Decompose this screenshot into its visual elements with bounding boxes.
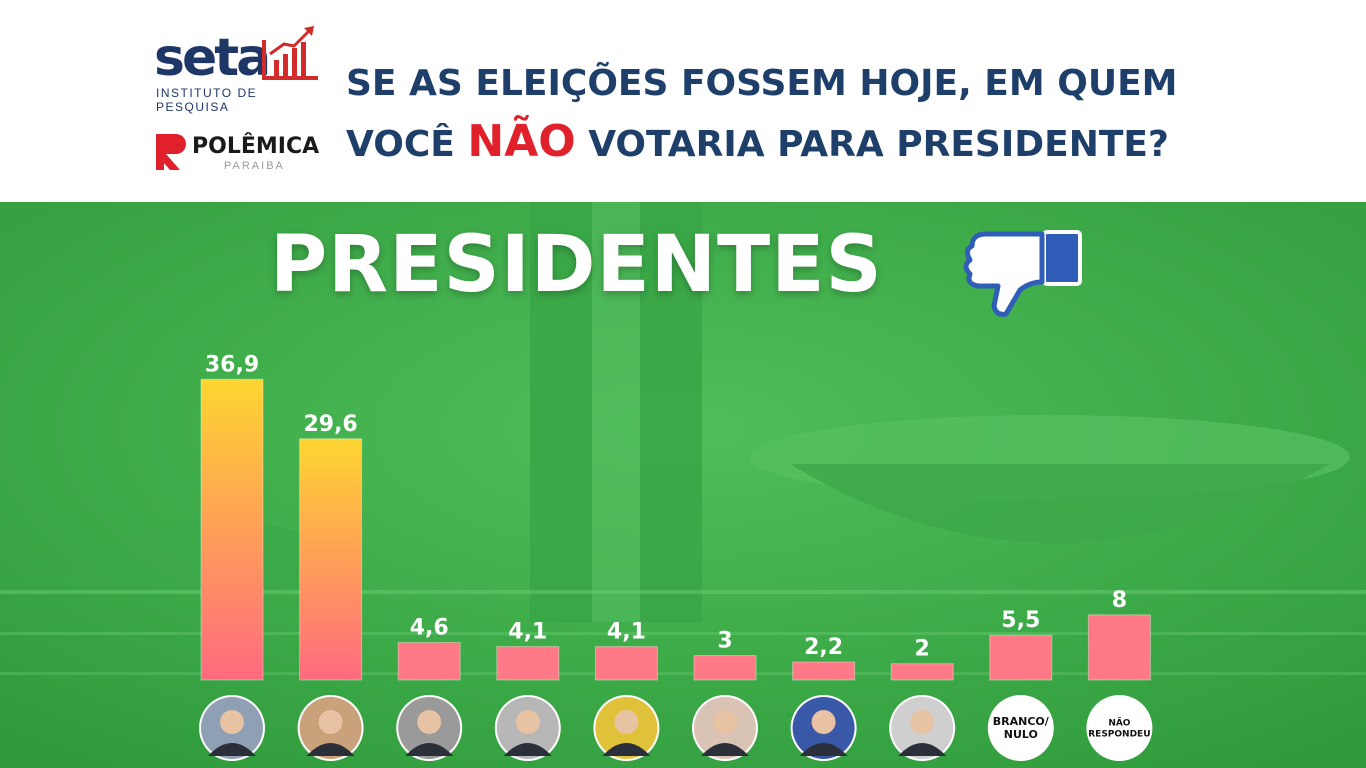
bar — [792, 661, 856, 681]
bar — [693, 655, 757, 681]
suit-shape — [602, 743, 651, 756]
marker-circle — [987, 695, 1054, 761]
suit-shape — [701, 743, 749, 756]
question-highlight: NÃO — [467, 116, 576, 167]
candidate-photo — [396, 695, 463, 761]
category-label-circle: NÃO RESPONDEU — [1086, 695, 1153, 761]
candidate-photo — [199, 695, 265, 761]
bar-value-label: 4,1 — [607, 620, 646, 645]
marker-circle — [1086, 695, 1153, 761]
face-shape — [515, 710, 540, 734]
bar-value-label: 5,5 — [1001, 608, 1040, 633]
question-line-2: VOCÊ NÃO VOTARIA PARA PRESIDENTE? — [346, 113, 1326, 174]
category-label-circle: BRANCO/NULO — [987, 695, 1054, 761]
seta-wordmark: seta — [154, 28, 271, 88]
bar — [1087, 614, 1151, 681]
candidate-photo — [593, 695, 660, 761]
bar-chart-logo-icon — [262, 26, 318, 80]
question-line-1: SE AS ELEIÇÕES FOSSEM HOJE, EM QUEM — [346, 63, 1178, 104]
bar-chart: 36,9 29,6 4,6 4,1 4,1 3 2,2 2 5,5 8 BRANCO/NULO NÃ… — [199, 352, 1153, 761]
face-shape — [811, 710, 836, 734]
face-shape — [910, 710, 935, 734]
bar — [890, 663, 954, 681]
bar-value-label: 2,2 — [804, 635, 843, 660]
bar — [989, 634, 1053, 681]
face-shape — [220, 710, 244, 734]
face-shape — [417, 710, 442, 734]
chart-area: PRESIDENTES 36,9 29,6 4,6 4,1 4,1 3 2,2 2 5,5 8 B… — [0, 202, 1366, 768]
candidate-photo — [692, 695, 758, 761]
bar-value-label: 29,6 — [303, 412, 357, 437]
bar — [200, 378, 264, 681]
category-label: BRANCO/NULO — [993, 715, 1050, 741]
bar — [299, 438, 363, 681]
candidate-photo — [889, 695, 956, 761]
question-line-2-post: VOTARIA PARA PRESIDENTE? — [575, 124, 1169, 165]
bar-value-label: 4,6 — [410, 616, 449, 641]
thumbs-down-icon — [963, 230, 1082, 317]
suit-shape — [898, 743, 947, 756]
bar-value-label: 2 — [915, 637, 930, 662]
polemica-logo: POLÊMICA PARAIBA — [150, 128, 330, 178]
candidate-photo — [297, 695, 364, 761]
face-shape — [318, 710, 343, 734]
polemica-mark-icon — [156, 134, 186, 170]
bar-value-label: 8 — [1112, 588, 1127, 613]
bar — [594, 646, 658, 681]
face-shape — [614, 710, 639, 734]
bar-value-label: 36,9 — [205, 352, 259, 377]
candidate-photo — [494, 695, 561, 761]
bar-value-label: 4,1 — [508, 620, 547, 645]
header: seta INSTITUTO DE PESQUISA POLÊMICA PARA… — [0, 0, 1366, 202]
seta-subtitle: INSTITUTO DE PESQUISA — [156, 86, 258, 114]
poll-question: SE AS ELEIÇÕES FOSSEM HOJE, EM QUEM VOCÊ… — [346, 55, 1326, 174]
candidate-photo — [790, 695, 857, 761]
question-line-2-pre: VOCÊ — [346, 124, 468, 165]
bar — [397, 642, 461, 681]
suit-shape — [405, 743, 454, 756]
seta-logo: seta INSTITUTO DE PESQUISA — [150, 18, 325, 114]
bar — [496, 646, 560, 681]
bar-value-label: 3 — [717, 629, 732, 654]
polemica-subtitle: PARAIBA — [224, 160, 285, 172]
face-shape — [713, 710, 737, 734]
chart-title: PRESIDENTES — [270, 220, 883, 310]
suit-shape — [208, 743, 256, 756]
suit-shape — [306, 743, 355, 756]
suit-shape — [503, 743, 552, 756]
polemica-wordmark: POLÊMICA — [192, 134, 320, 159]
suit-shape — [799, 743, 848, 756]
category-label: NÃO RESPONDEU — [1088, 718, 1150, 740]
